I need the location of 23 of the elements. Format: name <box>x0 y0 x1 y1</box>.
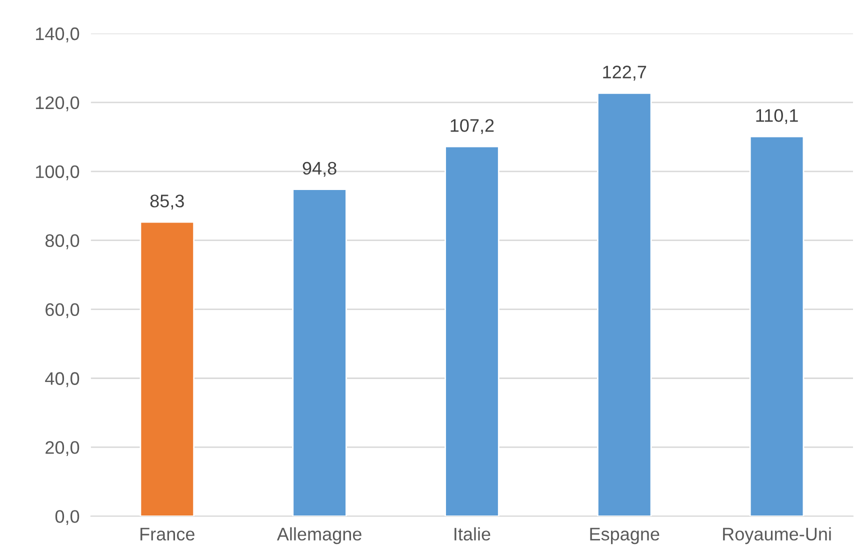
data-label: 107,2 <box>450 119 494 134</box>
y-tick-label: 80,0 <box>45 234 80 250</box>
bar <box>140 221 195 516</box>
y-tick-label: 140,0 <box>36 27 80 42</box>
data-label: 122,7 <box>603 66 646 81</box>
x-tick-label: Royaume-Uni <box>723 527 831 544</box>
bar <box>444 146 500 516</box>
data-label: 110,1 <box>756 109 798 124</box>
bar <box>749 136 804 516</box>
y-tick-label: 40,0 <box>45 372 80 388</box>
x-tick-label: Espagne <box>590 528 660 544</box>
bar <box>292 188 347 516</box>
x-tick-label: France <box>140 528 194 541</box>
y-tick-label: 120,0 <box>36 96 80 112</box>
y-tick-label: 20,0 <box>46 441 80 456</box>
x-tick-label: Italie <box>454 527 490 541</box>
data-label: 85,3 <box>150 194 184 210</box>
x-tick-label: Allemagne <box>276 527 362 544</box>
y-tick-label: 60,0 <box>46 303 80 318</box>
y-tick-label: 0,0 <box>55 510 80 526</box>
bar <box>597 92 652 516</box>
data-label: 94,8 <box>302 162 336 177</box>
y-tick-label: 100,0 <box>36 165 80 180</box>
